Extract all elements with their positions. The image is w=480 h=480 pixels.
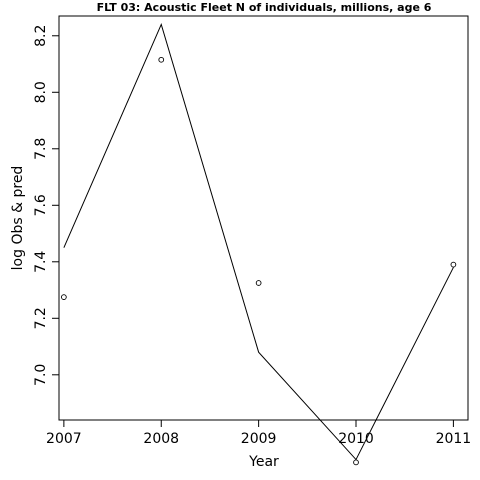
y-axis-label: log Obs & pred <box>10 166 26 271</box>
x-tick-label: 2009 <box>241 431 277 447</box>
x-tick-label: 2010 <box>338 431 374 447</box>
observed-point <box>450 261 457 268</box>
y-axis: 7.0 7.2 7.4 7.6 7.8 8.0 8.2 <box>33 25 59 386</box>
y-tick-label: 7.8 <box>33 138 49 160</box>
x-tick-label: 2007 <box>46 431 82 447</box>
observed-point <box>61 294 67 300</box>
x-axis-label: Year <box>248 454 279 470</box>
observed-point <box>255 280 262 286</box>
y-tick-label: 7.6 <box>33 194 49 216</box>
y-tick-label: 7.4 <box>33 251 49 273</box>
series-layer <box>61 23 457 466</box>
x-tick-label: 2008 <box>143 431 179 447</box>
x-axis: 2007 2008 2009 2010 2011 <box>46 420 471 447</box>
predicted-line <box>63 23 454 461</box>
chart-title: FLT 03: Acoustic Fleet N of individuals,… <box>97 1 432 14</box>
y-tick-label: 8.2 <box>33 25 49 47</box>
observed-point <box>353 459 359 466</box>
x-tick-label: 2011 <box>436 431 472 447</box>
observed-point <box>158 56 165 63</box>
y-tick-label: 7.0 <box>33 364 49 386</box>
y-tick-label: 8.0 <box>33 81 49 103</box>
y-tick-label: 7.2 <box>33 307 49 329</box>
plot-frame <box>58 15 469 421</box>
